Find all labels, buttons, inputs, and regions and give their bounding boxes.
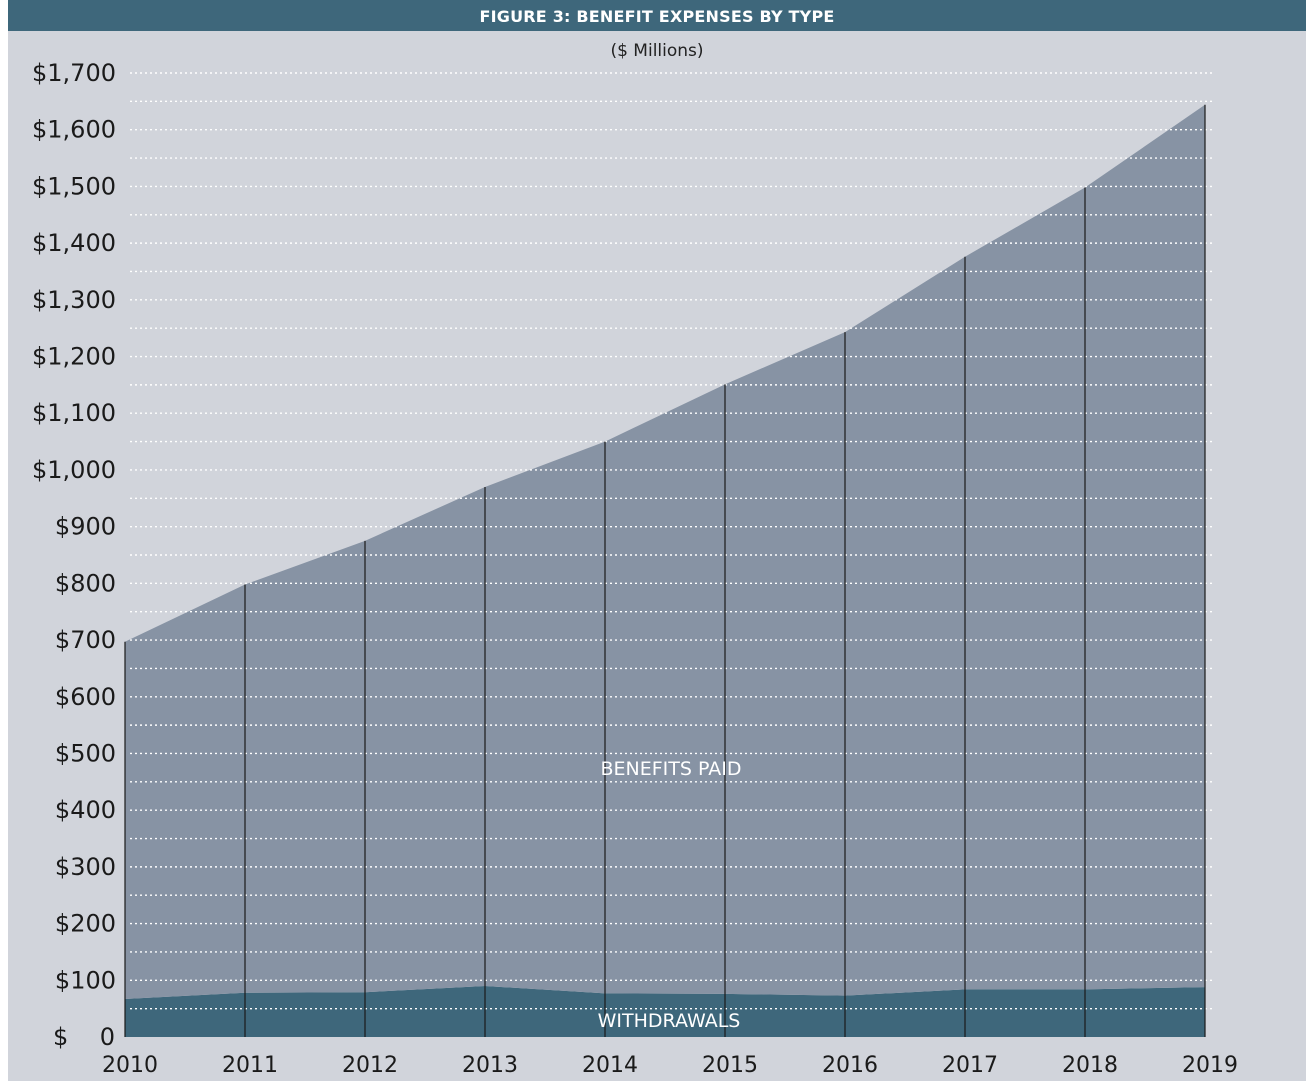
x-tick-label: 2013 — [462, 1053, 518, 1078]
x-tick-label: 2014 — [582, 1053, 638, 1078]
area-benefits-paid — [125, 104, 1205, 1000]
y-tick-label: $400 — [55, 796, 116, 824]
y-tick-label: $800 — [55, 569, 116, 597]
x-tick-label: 2019 — [1182, 1053, 1238, 1078]
y-tick-label: $600 — [55, 683, 116, 711]
chart-subtitle: ($ Millions) — [610, 41, 703, 61]
x-tick-label: 2017 — [942, 1053, 998, 1078]
chart-figure: FIGURE 3: BENEFIT EXPENSES BY TYPE ($ Mi… — [8, 0, 1306, 1081]
y-tick-label: $300 — [55, 853, 116, 881]
series-label-benefits-paid: BENEFITS PAID — [601, 758, 742, 780]
y-tick-label: $500 — [55, 739, 116, 767]
y-tick-label: $1,100 — [32, 399, 116, 427]
y-tick-label: $1,400 — [32, 229, 116, 257]
y-tick-label: $900 — [55, 513, 116, 541]
x-tick-label: 2012 — [342, 1053, 398, 1078]
x-tick-label: 2011 — [222, 1053, 278, 1078]
y-tick-label: $1,000 — [32, 456, 116, 484]
y-tick-label: $1,200 — [32, 343, 116, 371]
x-tick-label: 2010 — [102, 1053, 158, 1078]
y-tick-label: $200 — [55, 910, 116, 938]
chart-title: FIGURE 3: BENEFIT EXPENSES BY TYPE — [8, 0, 1306, 31]
chart-plot: ($ Millions) $ 0 $100 $200 $300 $400 $500 $600… — [32, 41, 1238, 1078]
series-label-withdrawals: WITHDRAWALS — [598, 1010, 741, 1032]
x-tick-label: 2015 — [702, 1053, 758, 1078]
y-tick-label: $100 — [55, 966, 116, 994]
x-tick-label: 2018 — [1062, 1053, 1118, 1078]
y-tick-label: $1,600 — [32, 116, 116, 144]
y-tick-label: $700 — [55, 626, 116, 654]
y-tick-label: $ 0 — [53, 1023, 115, 1051]
y-tick-label: $1,300 — [32, 286, 116, 314]
y-tick-label: $1,700 — [32, 59, 116, 87]
y-tick-label: $1,500 — [32, 172, 116, 200]
x-tick-label: 2016 — [822, 1053, 878, 1078]
area-withdrawals — [125, 985, 1205, 1037]
